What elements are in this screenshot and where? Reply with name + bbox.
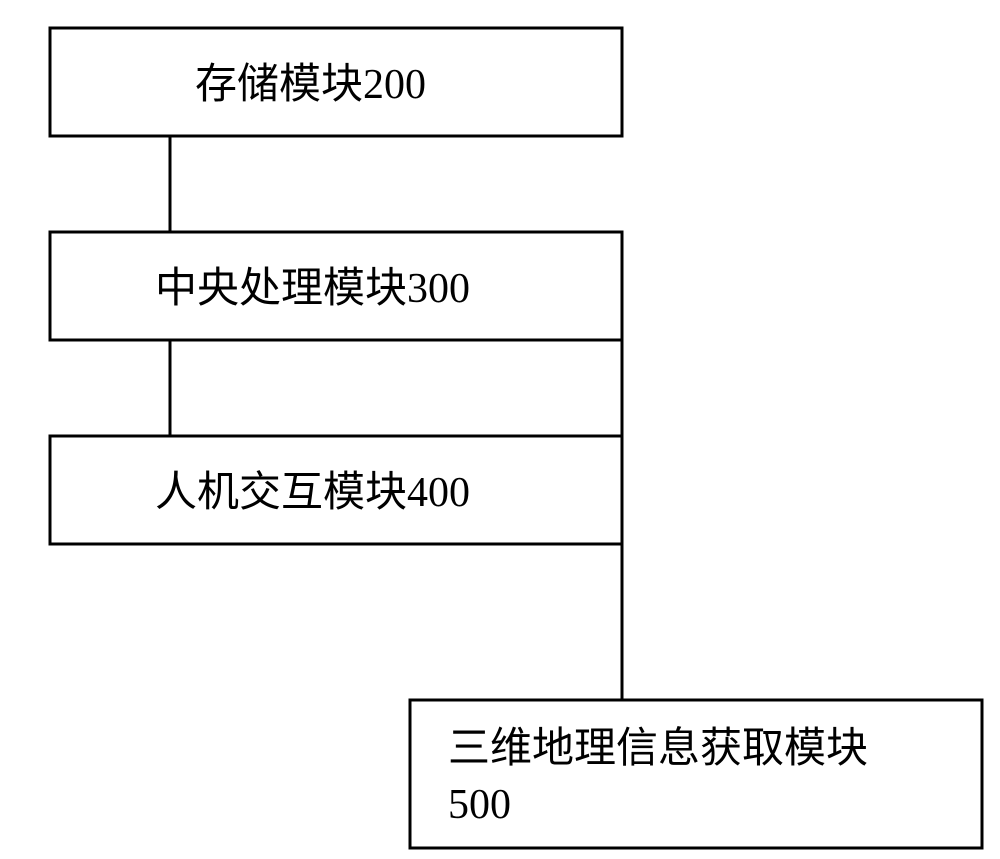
node-hci: 人机交互模块400: [50, 436, 622, 544]
node-label-hci: 人机交互模块400: [155, 469, 470, 516]
node-storage: 存储模块200: [50, 28, 622, 136]
node-geo3d: 三维地理信息获取模块 500: [410, 700, 982, 848]
node-label-geo3d: 三维地理信息获取模块: [448, 725, 868, 772]
node-label-cpu: 中央处理模块300: [155, 266, 470, 312]
node-label-storage: 存储模块200: [195, 62, 426, 108]
node-label2-geo3d: 500: [448, 782, 511, 828]
node-cpu: 中央处理模块300: [50, 232, 622, 340]
